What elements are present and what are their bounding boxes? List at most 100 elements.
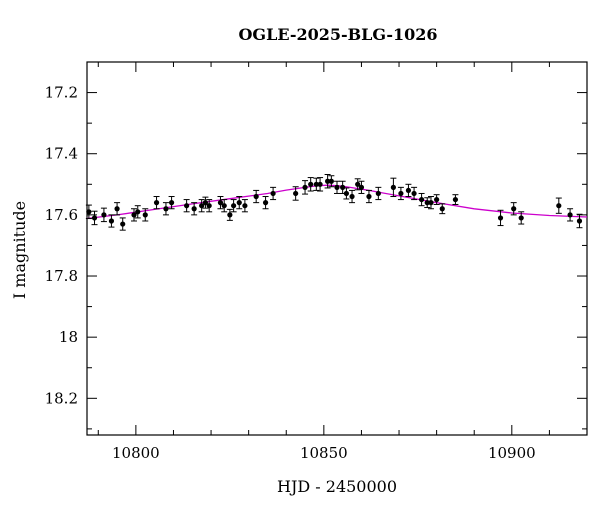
data-point (153, 196, 160, 210)
data-marker (101, 212, 107, 218)
data-point (168, 196, 175, 210)
data-marker (253, 193, 259, 200)
data-marker (439, 206, 445, 212)
y-axis-label: I magnitude (10, 201, 29, 299)
data-marker (91, 215, 98, 221)
data-marker (293, 190, 299, 197)
data-point (114, 202, 121, 216)
data-marker (217, 200, 224, 206)
data-point (302, 180, 309, 195)
data-point (324, 174, 331, 189)
data-marker (452, 196, 459, 203)
data-marker (405, 187, 412, 194)
data-point (334, 180, 340, 194)
data-point (198, 199, 205, 213)
data-point (206, 199, 213, 213)
data-marker (317, 181, 323, 187)
data-marker (328, 178, 334, 184)
data-point (358, 180, 365, 194)
data-point (221, 199, 228, 213)
data-point (339, 180, 346, 194)
data-marker (375, 190, 381, 197)
data-point (497, 209, 504, 227)
data-marker (576, 218, 583, 224)
data-marker (511, 206, 517, 212)
data-marker (135, 209, 141, 215)
data-point (317, 177, 324, 192)
axis-ticks: 10800 10850 10900 17.2 17.4 17.6 17.8 18 18.2 (45, 61, 588, 462)
data-marker (355, 181, 361, 187)
data-marker (227, 212, 233, 218)
data-point (424, 197, 431, 209)
data-point (230, 199, 237, 213)
data-marker (325, 178, 331, 184)
x-tick-label: 10850 (300, 444, 348, 462)
data-point (236, 196, 243, 210)
data-marker (411, 190, 417, 197)
data-point (241, 199, 248, 213)
data-point (510, 202, 517, 216)
data-marker (236, 200, 242, 206)
data-point (130, 208, 137, 222)
data-point (418, 192, 425, 207)
data-marker (153, 200, 160, 206)
data-marker (308, 181, 314, 187)
data-marker (191, 206, 197, 212)
data-point (328, 175, 335, 188)
data-marker (163, 206, 169, 212)
data-marker (434, 196, 440, 203)
data-marker (120, 221, 126, 227)
data-point (313, 177, 320, 191)
data-marker (418, 196, 425, 203)
data-marker (424, 200, 430, 206)
data-marker (313, 181, 319, 187)
data-point (567, 208, 574, 222)
data-marker (518, 215, 524, 221)
chart-title: OGLE-2025-BLG-1026 (238, 25, 437, 44)
data-point (226, 208, 233, 221)
x-tick-label: 10800 (112, 444, 160, 462)
data-point (85, 204, 92, 220)
data-marker (199, 203, 205, 209)
data-point (108, 214, 115, 228)
y-tick-label: 17.4 (45, 145, 78, 163)
data-point (292, 186, 299, 201)
data-marker (270, 190, 276, 197)
data-point (439, 203, 446, 215)
data-marker (131, 212, 137, 218)
data-point (452, 194, 459, 205)
data-point (343, 187, 350, 200)
data-marker (349, 193, 355, 200)
data-point (217, 196, 224, 210)
data-marker (497, 215, 504, 221)
data-marker (206, 203, 212, 209)
data-marker (302, 184, 308, 190)
data-marker (242, 203, 248, 209)
data-point (427, 196, 434, 210)
data-marker (567, 212, 573, 218)
data-marker (390, 184, 396, 190)
data-point (142, 208, 149, 222)
data-point (518, 211, 525, 225)
data-marker (398, 190, 404, 197)
data-marker (142, 212, 148, 218)
data-marker (358, 184, 365, 190)
data-point (433, 194, 440, 205)
data-marker (556, 203, 562, 209)
data-point (411, 186, 418, 201)
data-point (262, 196, 269, 210)
data-point (349, 189, 356, 204)
data-point (270, 186, 277, 201)
data-point (405, 183, 412, 198)
data-point (576, 213, 583, 229)
data-marker (428, 200, 434, 206)
data-point (100, 207, 107, 223)
data-marker (108, 218, 115, 224)
data-point (365, 189, 372, 204)
data-point (202, 196, 209, 209)
data-marker (221, 203, 227, 209)
data-marker (343, 190, 349, 197)
data-point (183, 199, 190, 213)
data-marker (262, 200, 269, 206)
